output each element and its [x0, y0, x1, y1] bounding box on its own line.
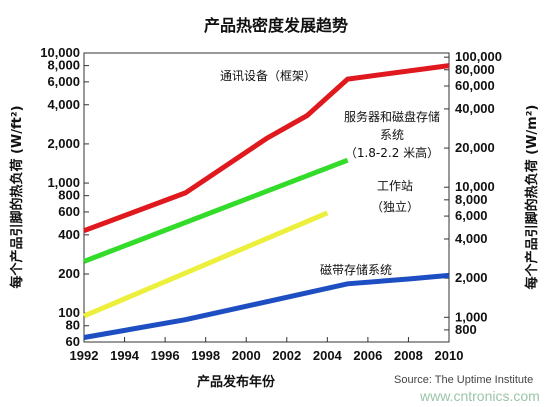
x-tick-label: 1994: [110, 348, 140, 363]
left-tick-label: 10,000: [40, 45, 80, 60]
annotation-server-line1: 服务器和磁盘存储: [344, 109, 440, 124]
annotation-ws-line1: 工作站: [377, 179, 413, 193]
annotation-tape: 磁带存储系统: [320, 262, 392, 277]
right-tick-label: 80,000: [455, 62, 495, 77]
watermark: www.cntronics.com: [419, 388, 540, 404]
right-tick-label: 10,000: [455, 179, 495, 194]
x-axis-label: 产品发布年份: [197, 374, 276, 390]
right-tick-label: 100,000: [455, 49, 502, 64]
left-tick-label: 2,000: [47, 136, 80, 151]
annotation-server-line2: 系统: [380, 128, 404, 142]
x-tick-label: 1998: [191, 348, 220, 363]
left-tick-label: 400: [58, 227, 80, 242]
right-tick-label: 2,000: [455, 270, 488, 285]
right-tick-label: 6,000: [455, 208, 488, 223]
right-tick-label: 4,000: [455, 231, 488, 246]
chart-title: 产品热密度发展趋势: [204, 16, 348, 35]
right-tick-label: 8,000: [455, 192, 488, 207]
x-tick-label: 2004: [313, 348, 343, 363]
annotation-comm: 通讯设备（框架）: [220, 69, 316, 83]
annotation-server-line3: （1.8-2.2 米高）: [345, 145, 439, 160]
x-tick-label: 1996: [151, 348, 180, 363]
left-tick-label: 6,000: [47, 74, 80, 89]
annotation-ws-line2: （独立）: [371, 199, 419, 214]
left-tick-label: 8,000: [47, 58, 80, 73]
x-tick-label: 2002: [272, 348, 301, 363]
x-axis: 1992 1994 1996 1998 2000 2002 2004 2006 2008 2010: [70, 337, 464, 363]
x-tick-label: 2006: [353, 348, 382, 363]
left-tick-label: 200: [58, 266, 80, 281]
right-tick-label: 40,000: [455, 101, 495, 116]
plot-area: [83, 52, 450, 343]
left-tick-label: 800: [58, 188, 80, 203]
right-tick-label: 1,000: [455, 309, 488, 324]
left-tick-label: 60: [66, 334, 80, 349]
x-tick-label: 2008: [394, 348, 423, 363]
series-line-0: [83, 63, 450, 234]
y-axis-label-right: 每个产品引脚的热负荷 (W/m²): [524, 105, 540, 290]
right-tick-label: 60,000: [455, 78, 495, 93]
series-line-1: [83, 157, 349, 264]
left-tick-label: 4,000: [47, 97, 80, 112]
series-layer: [83, 63, 450, 340]
x-tick-label: 2000: [232, 348, 261, 363]
x-tick-label: 1992: [70, 348, 99, 363]
y-axis-label-left: 每个产品引脚的热负荷 (W/ft²): [9, 105, 25, 288]
left-tick-label: 80: [66, 318, 80, 333]
right-tick-label: 800: [455, 322, 477, 337]
left-tick-label: 100: [58, 305, 80, 320]
left-tick-label: 600: [58, 204, 80, 219]
right-tick-label: 20,000: [455, 140, 495, 155]
x-tick-label: 2010: [435, 348, 464, 363]
series-line-3: [83, 272, 450, 340]
source-note: Source: The Uptime Institute: [394, 374, 533, 386]
left-tick-label: 1,000: [47, 175, 80, 190]
series-line-2: [83, 210, 329, 319]
